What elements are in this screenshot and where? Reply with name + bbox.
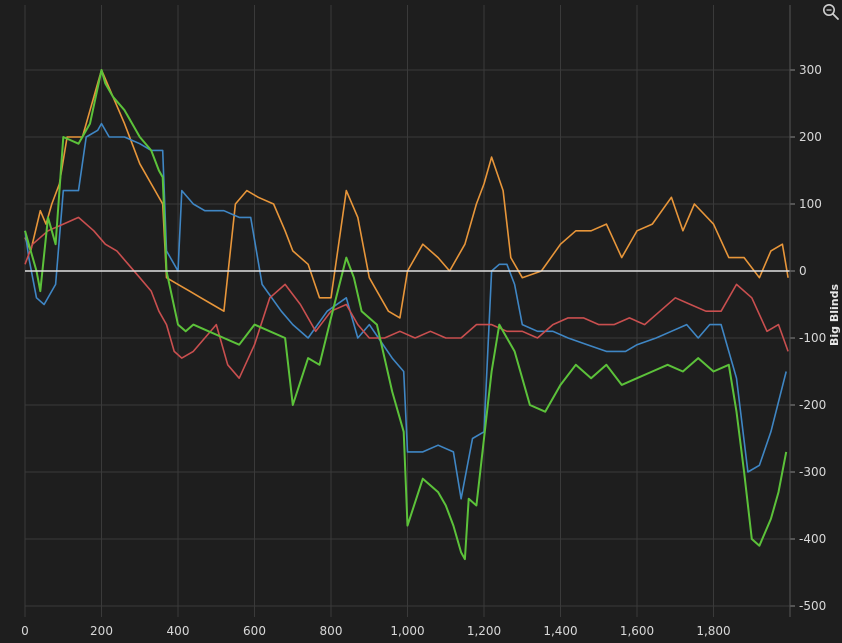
y-tick-label: 100 xyxy=(799,197,822,211)
x-tick-label: 1,600 xyxy=(620,624,654,638)
y-tick-label: 200 xyxy=(799,130,822,144)
y-axis-title: Big Blinds xyxy=(828,284,841,346)
y-tick-label: 300 xyxy=(799,63,822,77)
y-tick-label: -400 xyxy=(799,532,826,546)
x-tick-label: 200 xyxy=(90,624,113,638)
x-tick-label: 1,200 xyxy=(467,624,501,638)
x-tick-label: 800 xyxy=(320,624,343,638)
y-tick-label: -300 xyxy=(799,465,826,479)
x-tick-label: 600 xyxy=(243,624,266,638)
series-line xyxy=(24,69,789,319)
y-axis-ticks: 300 200 100 0 -100 -200 -300 -400 -500 xyxy=(789,5,826,617)
x-tick-label: 1,800 xyxy=(696,624,730,638)
series-line xyxy=(24,216,789,379)
x-tick-label: 400 xyxy=(167,624,190,638)
series-lines xyxy=(24,69,789,561)
y-tick-label: -100 xyxy=(799,331,826,345)
x-tick-label: 0 xyxy=(21,624,29,638)
series-line xyxy=(24,69,788,561)
x-tick-label: 1,400 xyxy=(543,624,577,638)
y-tick-label: 0 xyxy=(799,264,807,278)
y-tick-label: -500 xyxy=(799,599,826,613)
x-axis-ticks: 0 200 400 600 800 1,000 1,200 1,400 1,600 1,800 xyxy=(21,624,731,638)
series-line xyxy=(24,122,787,500)
zoom-icon[interactable] xyxy=(822,3,840,21)
x-tick-label: 1,000 xyxy=(390,624,424,638)
y-tick-label: -200 xyxy=(799,398,826,412)
